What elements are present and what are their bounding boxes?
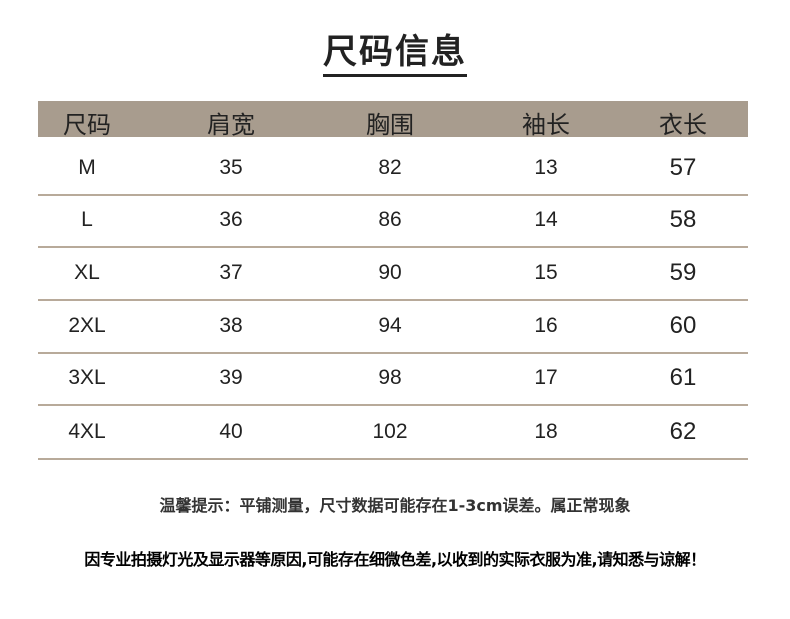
column-header: 尺码: [63, 111, 111, 139]
table-row: 3XL 39 98 17 61: [38, 352, 748, 406]
table-cell: 17: [534, 366, 558, 389]
table-cell: 16: [534, 314, 558, 337]
title-text: 尺码信息: [323, 32, 467, 77]
table-cell: 60: [669, 312, 697, 339]
column-header: 衣长: [659, 111, 707, 139]
table-row: L 36 86 14 58: [38, 194, 748, 248]
table-cell: 38: [219, 314, 243, 337]
table-cell: 18: [534, 420, 558, 443]
table-cell: 86: [378, 208, 402, 231]
table-cell: 13: [534, 156, 558, 179]
table-cell: 40: [219, 420, 243, 443]
column-header: 胸围: [366, 111, 414, 139]
table-row: 2XL 38 94 16 60: [38, 300, 748, 354]
measurement-note: 温馨提示：平铺测量，尺寸数据可能存在1-3cm误差。属正常现象: [159, 496, 631, 515]
column-header: 肩宽: [207, 111, 255, 139]
table-cell: 90: [378, 261, 402, 284]
table-cell: 14: [534, 208, 558, 231]
page-title: 尺码信息: [0, 24, 790, 77]
table-cell: 2XL: [68, 314, 106, 337]
column-header: 袖长: [522, 111, 570, 139]
table-cell: 57: [669, 154, 697, 181]
table-cell: 39: [219, 366, 243, 389]
table-cell: 102: [372, 420, 408, 443]
table-cell: 4XL: [68, 420, 106, 443]
table-cell: 59: [669, 259, 697, 286]
table-header: 尺码 肩宽 胸围 袖长 衣长: [38, 101, 748, 139]
table-cell: 82: [378, 156, 402, 179]
table-cell: L: [81, 208, 93, 231]
table-cell: 3XL: [68, 366, 106, 389]
table-cell: 98: [378, 366, 402, 389]
table-cell: 15: [534, 261, 558, 284]
table-cell: XL: [74, 261, 100, 284]
table-row: 4XL 40 102 18 62: [38, 406, 748, 460]
table-cell: 36: [219, 208, 243, 231]
color-disclaimer: 因专业拍摄灯光及显示器等原因,可能存在细微色差,以收到的实际衣服为准,请知悉与谅…: [84, 550, 706, 569]
table-row: M 35 82 13 57: [38, 142, 748, 196]
table-cell: 61: [669, 364, 697, 391]
table-cell: 58: [669, 206, 697, 233]
table-cell: 37: [219, 261, 243, 284]
table-cell: 35: [219, 156, 243, 179]
table-cell: M: [78, 156, 96, 179]
table-cell: 62: [669, 418, 697, 445]
table-row: XL 37 90 15 59: [38, 247, 748, 301]
table-cell: 94: [378, 314, 402, 337]
